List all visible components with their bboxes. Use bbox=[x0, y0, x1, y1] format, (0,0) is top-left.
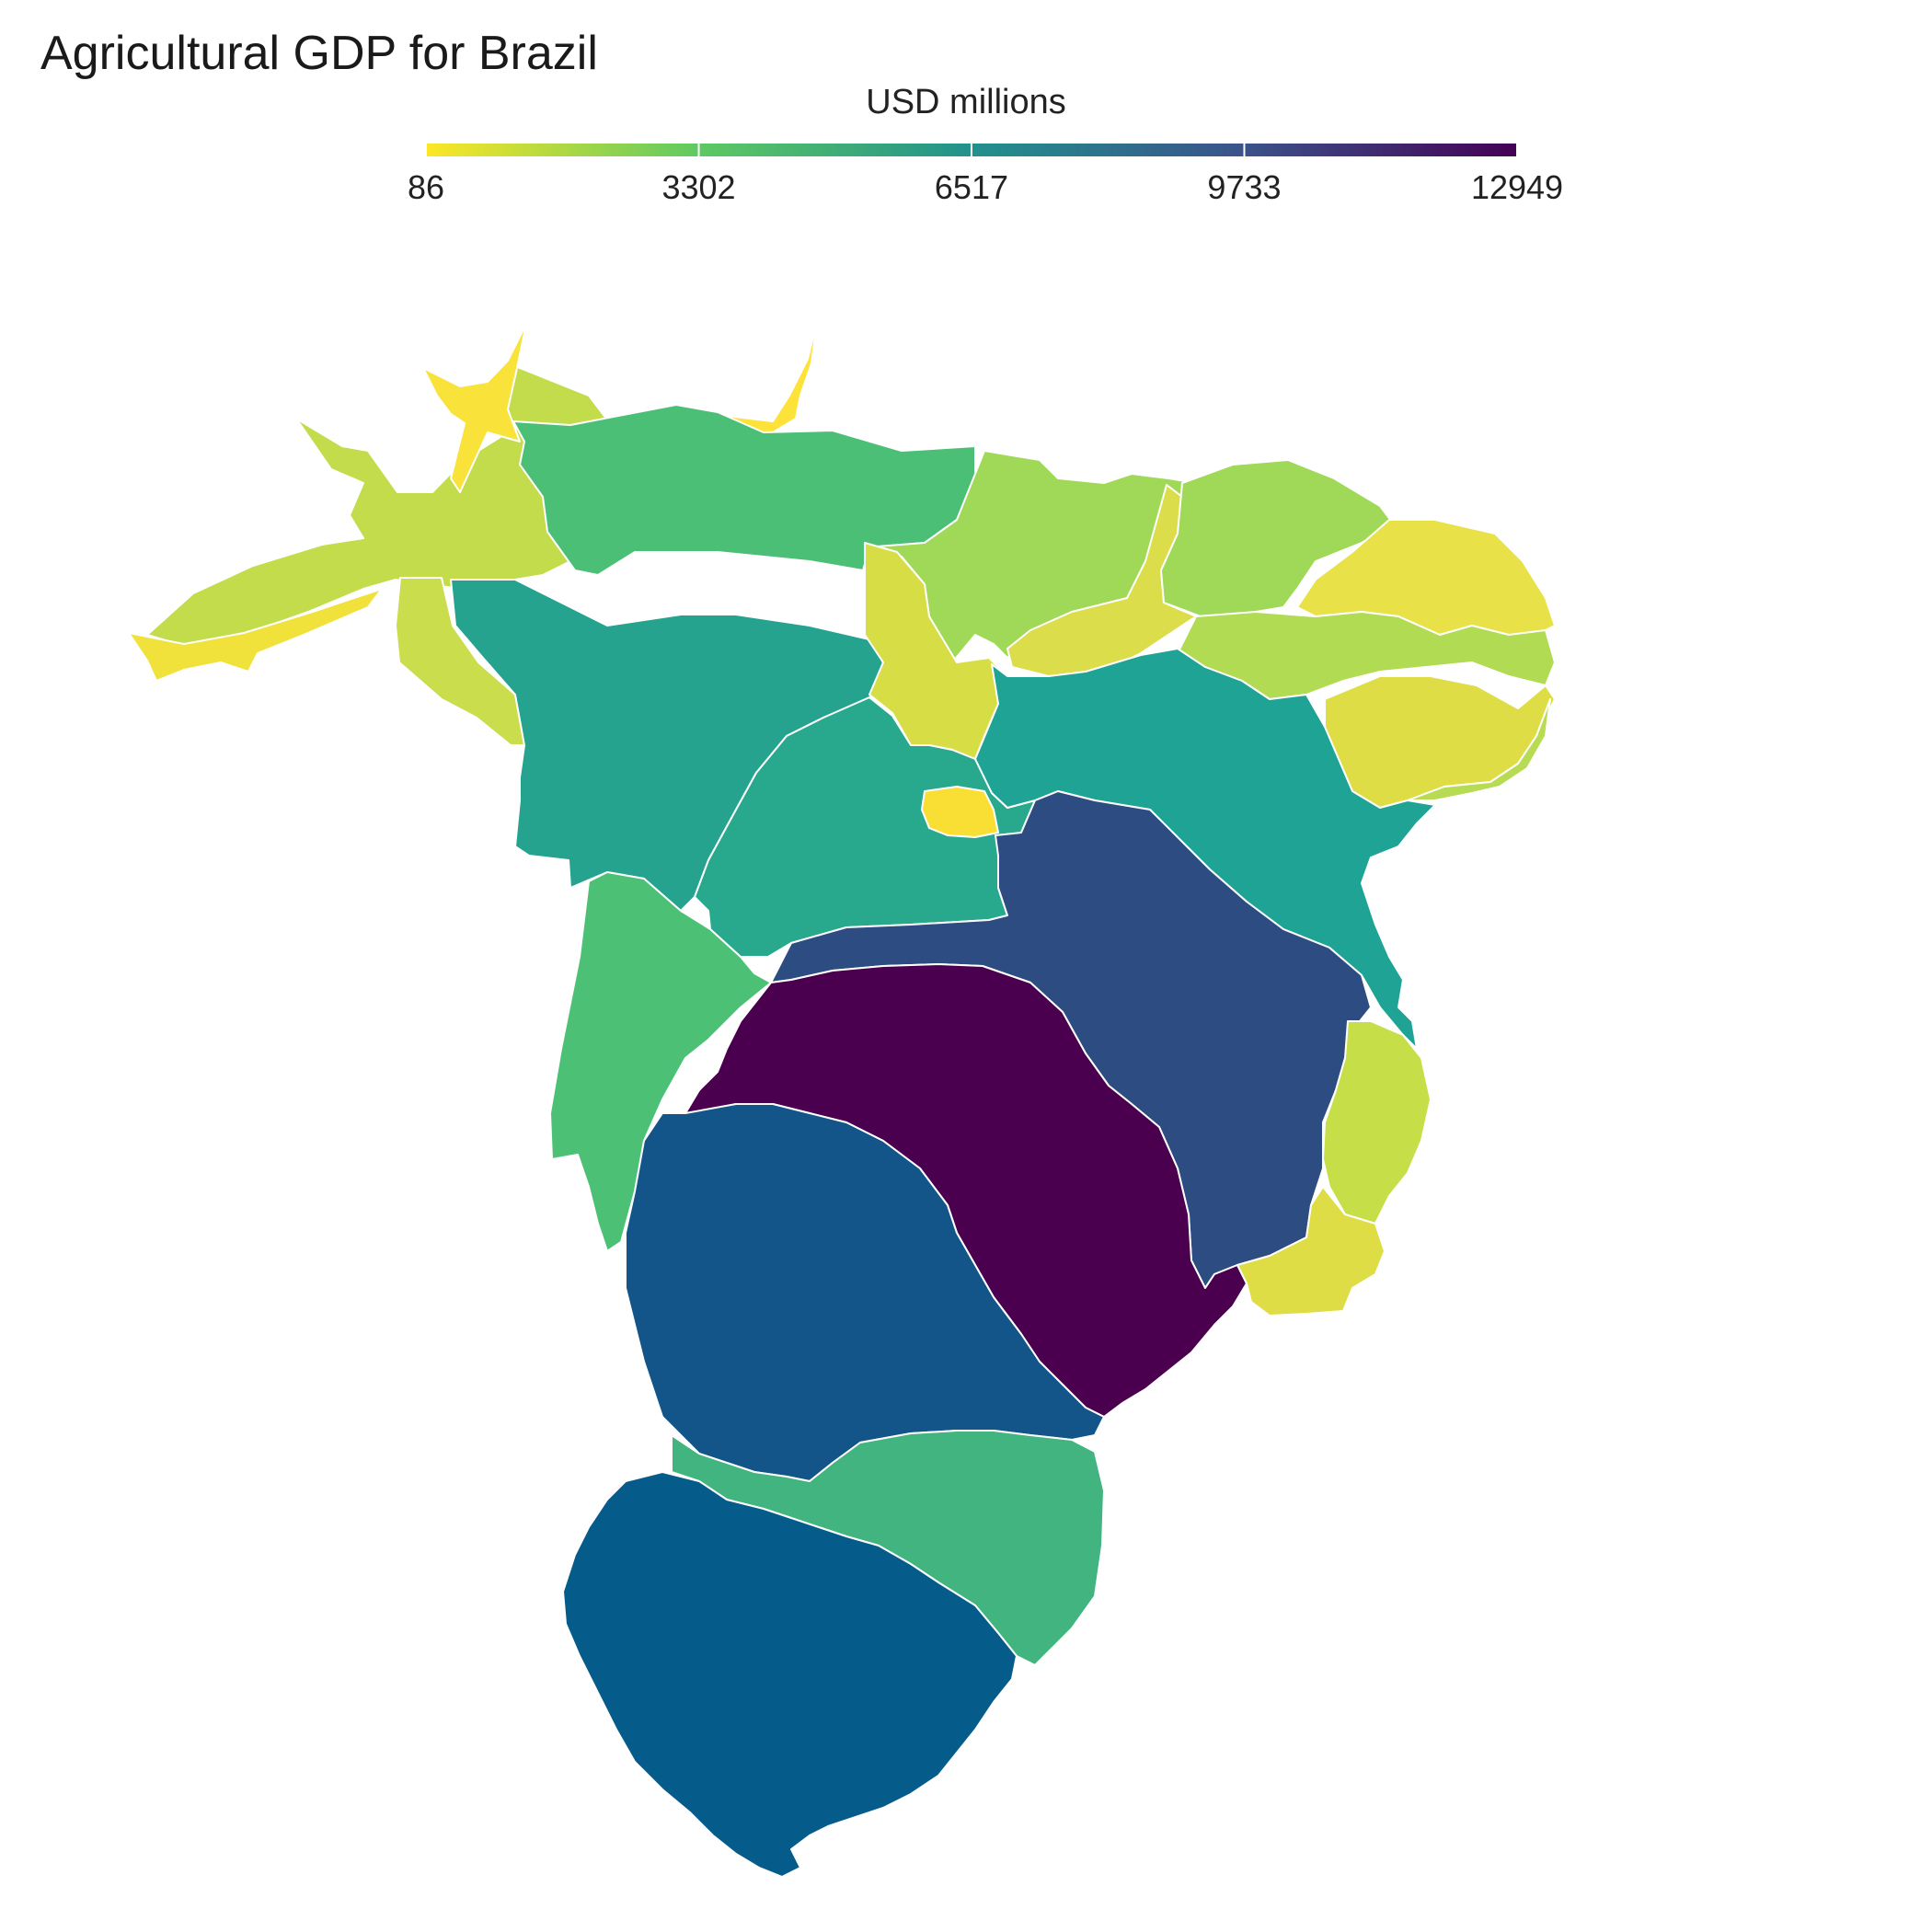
colorbar-ticks: 86 3302 6517 9733 12949 bbox=[408, 144, 1563, 206]
colorbar-legend: 86 3302 6517 9733 12949 bbox=[408, 144, 1563, 206]
legend-title: USD millions bbox=[866, 83, 1066, 121]
region-east-coast-small bbox=[1322, 1020, 1432, 1225]
region-east-coast-lower bbox=[1236, 1186, 1386, 1317]
colorbar-tick-label-2: 6517 bbox=[935, 168, 1008, 206]
colorbar-tick-label-1: 3302 bbox=[661, 168, 735, 206]
region-west-lower bbox=[549, 871, 772, 1252]
region-north-west-small bbox=[395, 577, 525, 746]
region-east-coast-green-top bbox=[1407, 698, 1551, 801]
region-small-central bbox=[921, 786, 999, 838]
region-east-upper bbox=[1160, 459, 1395, 617]
region-south-west-strip bbox=[128, 588, 383, 682]
colorbar-tick-label-0: 86 bbox=[408, 168, 444, 206]
map-title: Agricultural GDP for Brazil bbox=[40, 27, 598, 80]
region-far-south bbox=[562, 1471, 1018, 1878]
colorbar-tick-label-4: 12949 bbox=[1471, 168, 1563, 206]
region-north-top-left bbox=[422, 323, 527, 493]
colorbar-tick-label-3: 9733 bbox=[1207, 168, 1281, 206]
